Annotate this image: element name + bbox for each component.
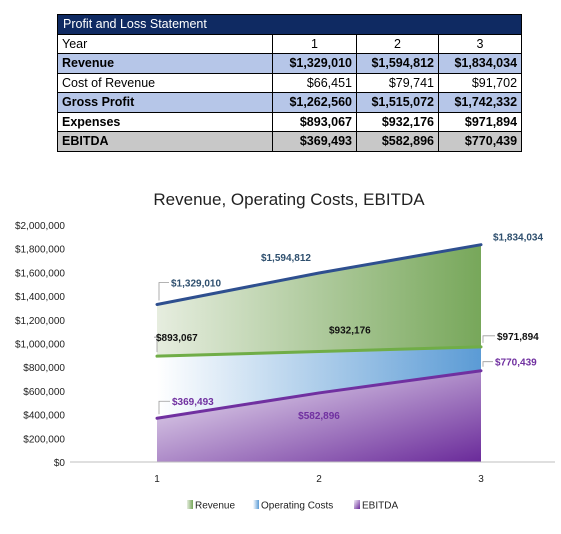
y-tick-label: $200,000 [23, 434, 65, 445]
y-tick-label: $1,000,000 [15, 340, 65, 351]
table-cell: $66,451 [272, 72, 357, 93]
table-cell: $932,176 [356, 111, 439, 132]
y-tick-label: $2,000,000 [15, 221, 65, 232]
table-cell: $91,702 [437, 72, 523, 93]
table-row-expenses: Expenses $893,067 $932,176 $971,894 [57, 111, 523, 132]
legend-label: Revenue [195, 501, 235, 512]
row-label: Revenue [57, 53, 273, 74]
data-label: $582,896 [298, 411, 340, 422]
data-label-leader [158, 400, 170, 415]
y-tick-label: $1,400,000 [15, 292, 65, 303]
profit-loss-table: Profit and Loss Statement Year 1 2 3 Rev… [56, 14, 523, 152]
table-cell: $1,329,010 [272, 53, 357, 74]
x-tick-label: 1 [154, 474, 160, 485]
legend-swatch [354, 500, 360, 509]
header-year: 2 [356, 33, 439, 54]
ebitda-line [155, 369, 483, 420]
data-label: $1,594,812 [261, 253, 311, 264]
table-cell: $1,742,332 [437, 92, 523, 113]
data-label: $932,176 [329, 326, 371, 337]
table-title-row: Profit and Loss Statement [56, 14, 523, 35]
table-cell: $1,262,560 [272, 92, 357, 113]
row-label: Cost of Revenue [57, 72, 273, 93]
table-row-gross-profit: Gross Profit $1,262,560 $1,515,072 $1,74… [57, 92, 523, 113]
y-tick-label: $800,000 [23, 363, 65, 374]
operating-costs-area [157, 346, 481, 419]
row-label: Gross Profit [57, 92, 273, 113]
table-cell: $971,894 [437, 111, 523, 132]
revenue-line [155, 243, 483, 307]
table-row-revenue: Revenue $1,329,010 $1,594,812 $1,834,034 [57, 53, 523, 74]
x-tick-label: 2 [316, 474, 322, 485]
table-cell: $770,439 [437, 131, 523, 152]
table-cell: $1,515,072 [356, 92, 439, 113]
table-header-row: Year 1 2 3 [57, 33, 523, 54]
table-cell: $369,493 [272, 131, 357, 152]
data-label-leader [158, 282, 169, 301]
ebitda-area [157, 370, 481, 462]
legend-label: Operating Costs [261, 501, 333, 512]
header-year: 1 [272, 33, 357, 54]
data-label-leader [154, 336, 158, 353]
data-label-leader [482, 335, 495, 343]
header-year: 3 [437, 33, 523, 54]
table-row-cost-of-revenue: Cost of Revenue $66,451 $79,741 $91,702 [57, 72, 523, 93]
data-label-leader [482, 361, 493, 367]
y-tick-label: $1,600,000 [15, 268, 65, 279]
row-label: EBITDA [57, 131, 273, 152]
y-tick-label: $400,000 [23, 411, 65, 422]
operating-costs-line [155, 345, 483, 358]
data-label: $770,439 [495, 358, 537, 369]
y-tick-label: $1,200,000 [15, 316, 65, 327]
x-tick-label: 3 [478, 474, 484, 485]
legend-swatch [253, 500, 259, 509]
legend-swatch [187, 500, 193, 509]
table-cell: $1,594,812 [356, 53, 439, 74]
chart-title: Revenue, Operating Costs, EBITDA [153, 190, 425, 209]
table-cell: $1,834,034 [437, 53, 523, 74]
data-label: $1,329,010 [171, 279, 221, 290]
revenue-area [157, 244, 481, 357]
legend-label: EBITDA [362, 501, 398, 512]
row-label: Expenses [57, 111, 273, 132]
area-chart: $1,329,010 $1,594,812 $1,834,034 $893,067 $9… [15, 221, 555, 512]
data-label: $1,834,034 [493, 233, 543, 244]
table-cell: $582,896 [356, 131, 439, 152]
data-label: $369,493 [172, 397, 214, 408]
table-cell: $79,741 [356, 72, 439, 93]
data-label: $893,067 [156, 333, 198, 344]
y-tick-label: $600,000 [23, 387, 65, 398]
y-tick-label: $0 [54, 458, 66, 469]
data-label: $971,894 [497, 332, 539, 343]
table-cell: $893,067 [272, 111, 357, 132]
table-row-ebitda: EBITDA $369,493 $582,896 $770,439 [57, 131, 523, 152]
header-label: Year [57, 33, 273, 54]
table-title: Profit and Loss Statement [56, 14, 523, 35]
y-tick-label: $1,800,000 [15, 245, 65, 256]
